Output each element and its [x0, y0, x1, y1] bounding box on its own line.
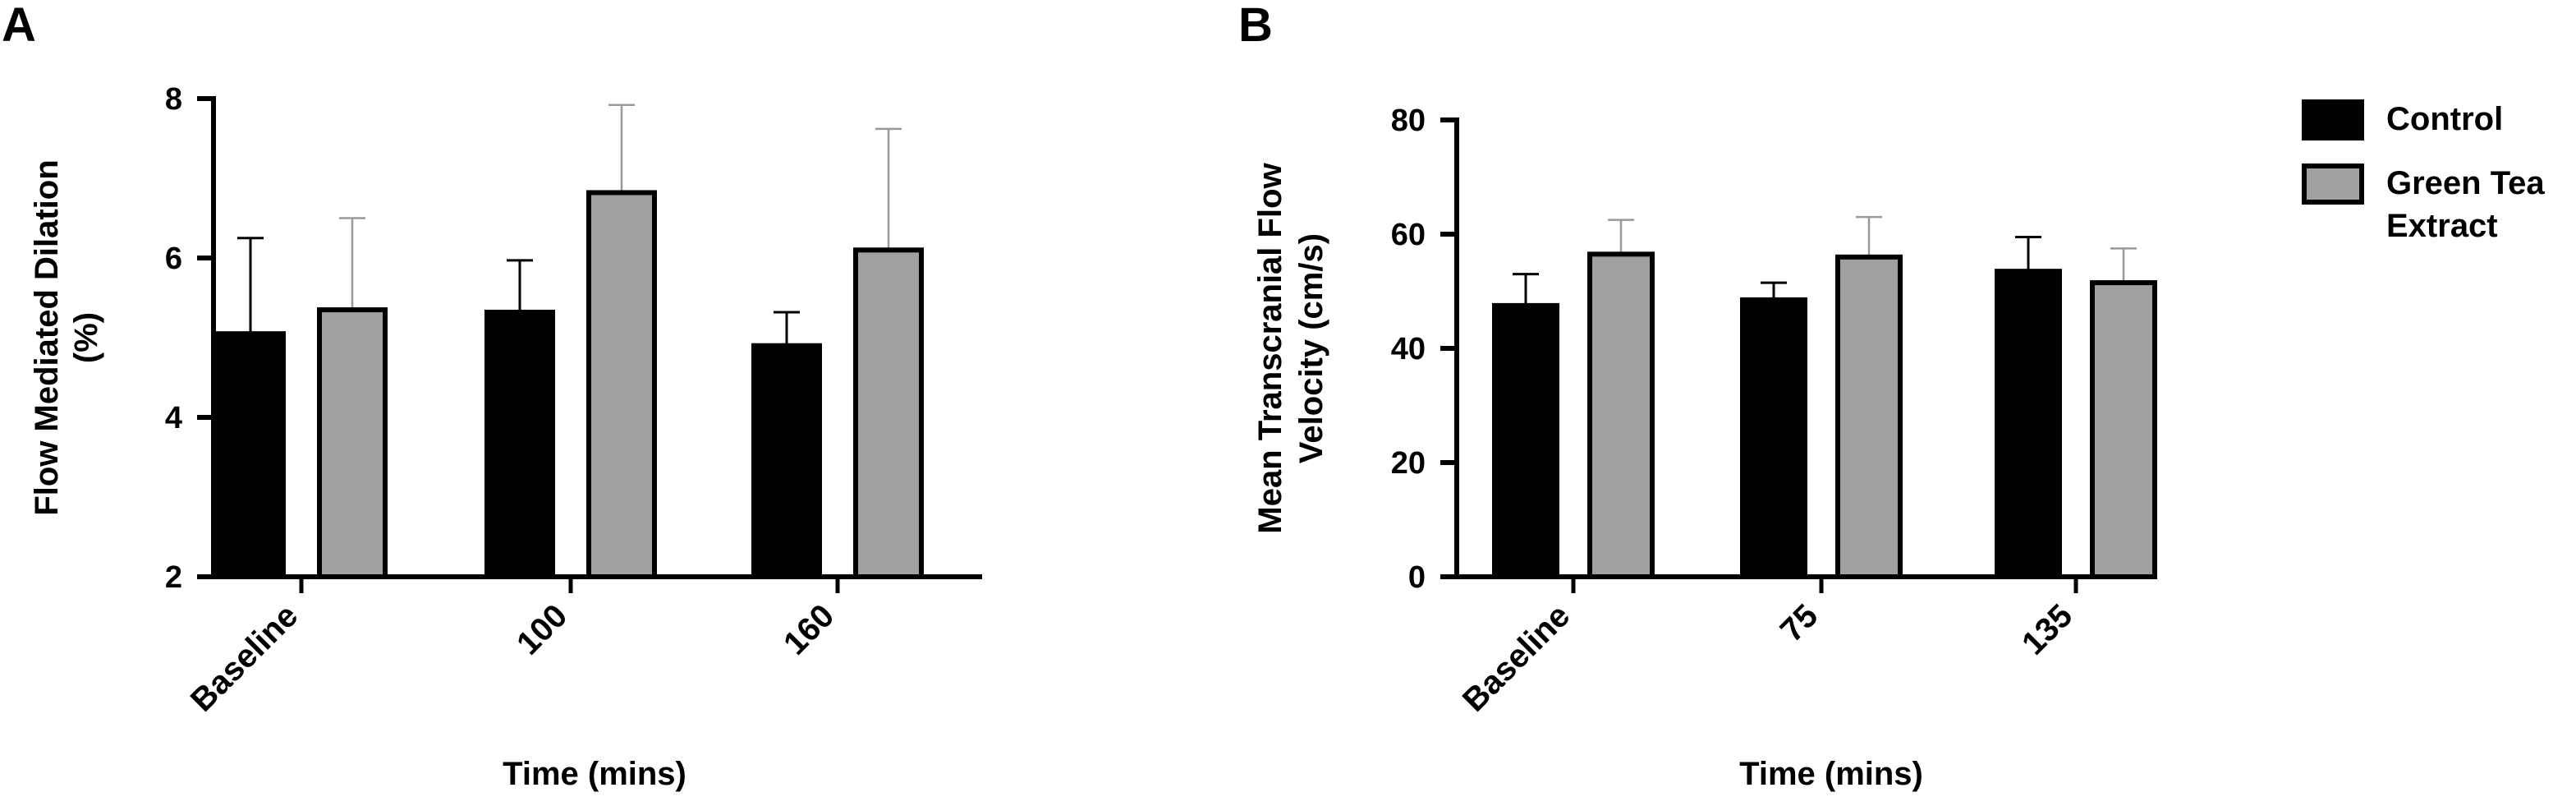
legend-label: Green Tea — [2386, 165, 2545, 201]
bar-control — [215, 331, 286, 579]
panel-letter: B — [1238, 0, 1273, 52]
bar-green-tea — [317, 307, 388, 579]
x-tick-label: 100 — [510, 597, 574, 661]
bar-green-tea — [1835, 254, 1903, 579]
y-tick-label: 0 — [1408, 560, 1426, 595]
legend-label: Extract — [2386, 208, 2498, 244]
legend-swatch-control — [2302, 99, 2364, 140]
y-tick-label: 4 — [165, 401, 182, 435]
bar-green-tea — [1587, 251, 1655, 579]
y-tick-label: 20 — [1391, 446, 1426, 481]
legend-swatch-green-tea — [2302, 164, 2364, 205]
bar-control — [751, 343, 822, 579]
x-axis-title: Time (mins) — [1739, 756, 1923, 792]
bar-green-tea — [586, 190, 657, 580]
x-tick-label: 135 — [2015, 597, 2079, 661]
x-tick-label: 75 — [1774, 597, 1825, 649]
bar-green-tea — [2090, 280, 2157, 579]
bar-control — [1740, 297, 1807, 579]
y-axis-title: (%) — [68, 312, 104, 363]
y-tick-label: 40 — [1391, 332, 1426, 366]
y-tick-label: 2 — [165, 560, 182, 595]
y-axis-title: Mean Transcranial Flow — [1252, 162, 1288, 533]
y-axis-title: Velocity (cm/s) — [1293, 233, 1329, 463]
y-axis-title: Flow Mediated Dilation — [29, 159, 65, 515]
bar-control — [484, 309, 555, 579]
legend-label: Control — [2386, 101, 2503, 137]
y-tick-label: 80 — [1391, 104, 1426, 138]
y-tick-label: 6 — [165, 242, 182, 276]
bar-control — [1995, 269, 2062, 579]
y-tick-label: 60 — [1391, 218, 1426, 252]
legend: Control Green Tea Extract — [2302, 99, 2545, 244]
x-tick-label: 160 — [777, 597, 841, 661]
bar-green-tea — [853, 247, 924, 579]
x-tick-label: Baseline — [1456, 597, 1577, 718]
bar-control — [1492, 302, 1559, 579]
panel-a: A Baseline 100 160 2 4 6 8 Flow Mediated Dilatio… — [2, 0, 982, 792]
y-tick-label: 8 — [165, 82, 182, 117]
panel-letter: A — [2, 0, 36, 52]
panel-b: B Baseline 75 135 0 20 40 60 80 Mean Transcranial… — [1238, 0, 2157, 792]
x-axis-title: Time (mins) — [503, 756, 686, 792]
x-tick-label: Baseline — [184, 597, 305, 718]
